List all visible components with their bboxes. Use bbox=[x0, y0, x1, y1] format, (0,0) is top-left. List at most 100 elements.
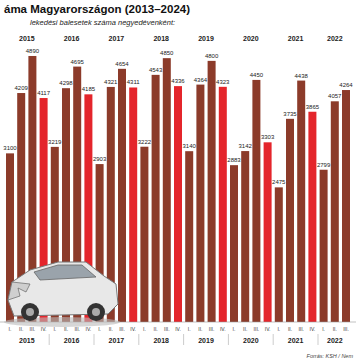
year-label-top: 2017 bbox=[109, 35, 125, 42]
data-label: 4890 bbox=[26, 48, 40, 54]
tick-label: IV. bbox=[220, 326, 226, 332]
data-label: 4057 bbox=[328, 93, 342, 99]
year-separator bbox=[94, 334, 95, 345]
bar bbox=[342, 90, 350, 322]
data-label: 4438 bbox=[295, 73, 309, 79]
tick-label: III. bbox=[254, 326, 260, 332]
year-separator bbox=[318, 334, 319, 345]
tick-label: II. bbox=[64, 326, 68, 332]
tick-label: IV. bbox=[310, 326, 316, 332]
year-label-top: 2019 bbox=[198, 35, 214, 42]
tick-label: I. bbox=[9, 326, 12, 332]
tick-label: III. bbox=[119, 326, 125, 332]
bar bbox=[118, 69, 126, 322]
year-separator bbox=[49, 334, 50, 345]
year-label: 2022 bbox=[327, 337, 343, 344]
tick-label: III. bbox=[209, 326, 215, 332]
data-label: 4117 bbox=[37, 90, 51, 96]
year-label-top: 2016 bbox=[64, 35, 80, 42]
data-label: 4654 bbox=[115, 61, 129, 67]
tick-label: IV. bbox=[265, 326, 271, 332]
data-label: 4323 bbox=[216, 79, 230, 85]
bar bbox=[129, 87, 137, 322]
data-label: 4695 bbox=[71, 59, 85, 65]
tick-label: I. bbox=[188, 326, 191, 332]
data-label: 4185 bbox=[82, 86, 96, 92]
chart: áma Magyarországon (2013–2024)lekedési b… bbox=[0, 0, 356, 364]
bar bbox=[174, 86, 182, 322]
data-label: 4209 bbox=[15, 85, 29, 91]
data-label: 4800 bbox=[205, 53, 219, 59]
tick-label: I. bbox=[98, 326, 101, 332]
year-separator bbox=[273, 334, 274, 345]
bar bbox=[320, 170, 328, 322]
labels: 3100420948904117321942984695418529034321… bbox=[3, 48, 353, 185]
data-label: 4336 bbox=[171, 78, 185, 84]
x-axis: I. II. III. IV. I. II. III. IV. I. II. III. IV. I. II… bbox=[9, 326, 349, 345]
bar bbox=[196, 85, 204, 322]
data-label: 4264 bbox=[339, 82, 353, 88]
data-label: 3222 bbox=[138, 139, 152, 145]
bar bbox=[219, 87, 227, 322]
bar bbox=[275, 187, 283, 322]
tick-label: IV. bbox=[175, 326, 181, 332]
bar bbox=[241, 151, 249, 322]
tick-label: II. bbox=[109, 326, 113, 332]
data-label: 3140 bbox=[183, 143, 197, 149]
tick-label: III. bbox=[164, 326, 170, 332]
tick-label: III. bbox=[298, 326, 304, 332]
title: áma Magyarországon (2013–2024) bbox=[4, 3, 190, 15]
year-label: 2019 bbox=[198, 337, 214, 344]
tick-label: II. bbox=[333, 326, 337, 332]
data-label: 4321 bbox=[104, 79, 118, 85]
tick-label: II. bbox=[288, 326, 292, 332]
tick-label: III. bbox=[74, 326, 80, 332]
year-label-top: 2022 bbox=[327, 35, 343, 42]
tick-label: IV. bbox=[130, 326, 136, 332]
bar bbox=[152, 75, 160, 322]
data-label: 4364 bbox=[194, 77, 208, 83]
bar bbox=[163, 58, 171, 322]
tick-label: I. bbox=[143, 326, 146, 332]
year-label: 2015 bbox=[19, 337, 35, 344]
year-label: 2016 bbox=[64, 337, 80, 344]
tick-label: IV. bbox=[86, 326, 92, 332]
year-label-top: 2018 bbox=[153, 35, 169, 42]
data-label: 2883 bbox=[227, 157, 241, 163]
tick-label: I. bbox=[322, 326, 325, 332]
data-label: 4543 bbox=[149, 67, 163, 73]
year-separator bbox=[228, 334, 229, 345]
data-label: 3100 bbox=[3, 145, 17, 151]
year-label-top: 2015 bbox=[19, 35, 35, 42]
year-label: 2021 bbox=[288, 337, 304, 344]
tick-label: III. bbox=[343, 326, 349, 332]
source: Forrás: KSH / Nem bbox=[307, 353, 354, 359]
tick-label: I. bbox=[277, 326, 280, 332]
tick-label: III. bbox=[30, 326, 36, 332]
year-label-top: 2020 bbox=[243, 35, 259, 42]
tick-label: II. bbox=[154, 326, 158, 332]
bar bbox=[140, 147, 148, 322]
year-separator bbox=[183, 334, 184, 345]
year-separator bbox=[138, 334, 139, 345]
tick-label: I. bbox=[53, 326, 56, 332]
data-label: 4450 bbox=[250, 72, 264, 78]
tick-label: II. bbox=[19, 326, 23, 332]
data-label: 3219 bbox=[48, 139, 62, 145]
tick-label: IV. bbox=[41, 326, 47, 332]
data-label: 3303 bbox=[261, 134, 275, 140]
data-label: 3142 bbox=[239, 143, 253, 149]
bar bbox=[252, 80, 260, 322]
bar bbox=[230, 165, 238, 322]
data-label: 2903 bbox=[93, 156, 107, 162]
tick-label: II. bbox=[198, 326, 202, 332]
bar bbox=[286, 119, 294, 322]
bar bbox=[331, 101, 339, 322]
bar bbox=[208, 61, 216, 322]
year-label: 2020 bbox=[243, 337, 259, 344]
bars bbox=[6, 56, 350, 322]
bar bbox=[308, 112, 316, 322]
car-illustration bbox=[4, 262, 120, 327]
bar bbox=[185, 151, 193, 322]
bar bbox=[264, 142, 272, 322]
